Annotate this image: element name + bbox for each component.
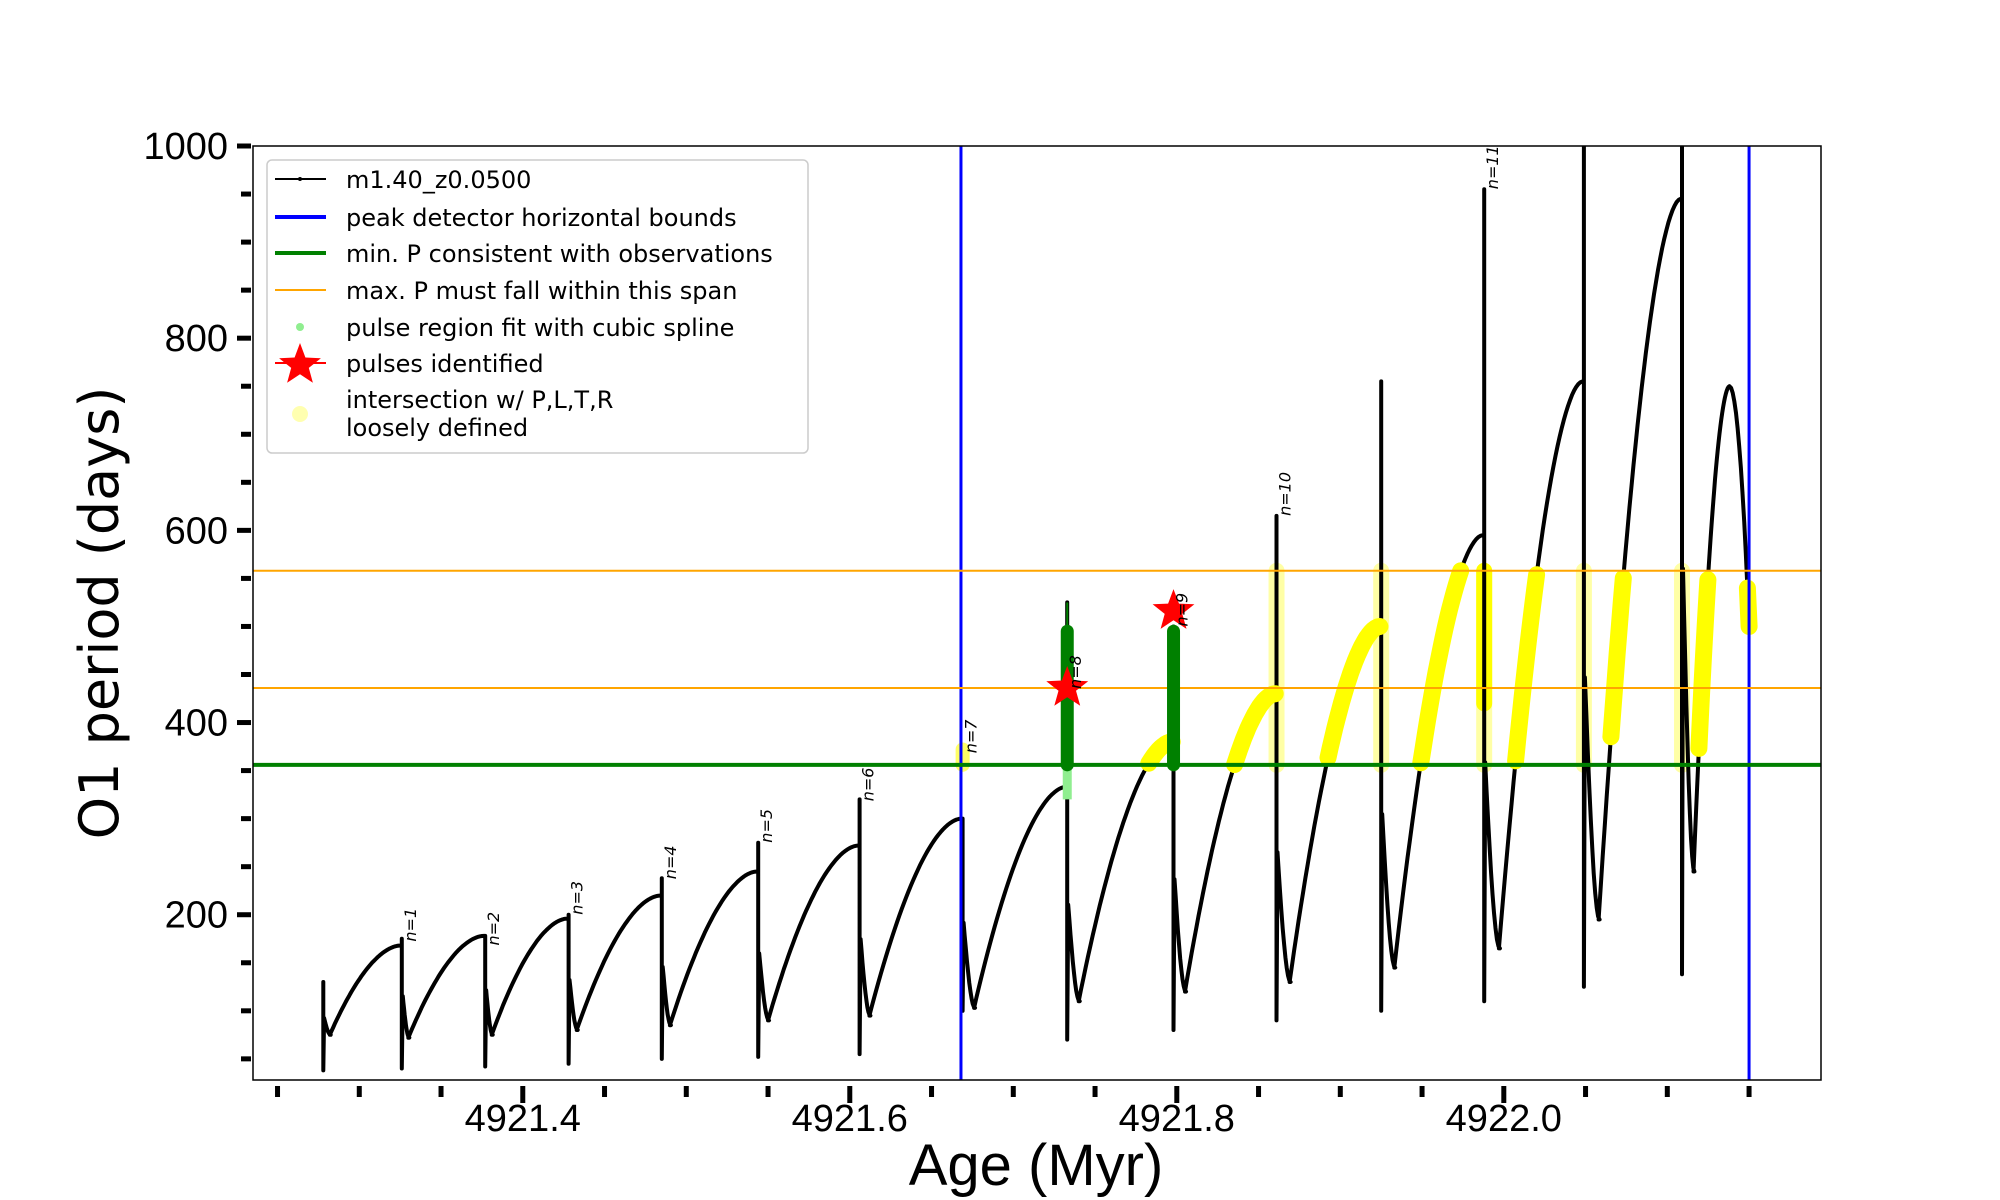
intersection-segment (1507, 566, 1546, 770)
legend-item-min-p: min. P consistent with observations (275, 240, 773, 268)
legend-item-max-span: max. P must fall within this span (275, 277, 737, 305)
legend-label: peak detector horizontal bounds (346, 204, 737, 232)
pulse-label: n=11 (1483, 145, 1502, 189)
x-tick-label: 4922.0 (1446, 1098, 1562, 1140)
legend-label: min. P consistent with observations (346, 240, 773, 268)
y-tick-label: 200 (165, 895, 228, 937)
model-curve (321, 146, 1752, 1073)
legend-label: intersection w/ P,L,T,R (346, 386, 613, 414)
legend-label: pulses identified (346, 350, 544, 378)
pulse-label: n=7 (962, 719, 981, 754)
y-tick-label: 400 (165, 703, 228, 745)
intersection-segment (1319, 618, 1389, 767)
axis-ticks: 200 400 600 800 1000 4921.4 4921.6 4921.8 4922.0 (143, 126, 1752, 1140)
intersection-segment (1226, 685, 1284, 773)
pulse-label: n=4 (661, 845, 680, 879)
intersection-segment (1690, 571, 1717, 757)
legend: m1.40_z0.0500 peak detector horizontal b… (266, 159, 809, 454)
legend-item-model: m1.40_z0.0500 (275, 166, 531, 194)
legend-item-bounds: peak detector horizontal bounds (275, 204, 737, 232)
pulse-label: n=2 (484, 912, 503, 946)
intersection-segment (1602, 569, 1632, 746)
y-axis-label: O1 period (days) (68, 387, 131, 840)
pulse-label: n=10 (1276, 472, 1295, 516)
x-axis-label: Age (Myr) (909, 1133, 1164, 1198)
plot-area: n=1 n=2 n=3 n=4 n=5 n=6 n=7 n=8 n=9 n=10 n=11 (253, 145, 1821, 1080)
legend-box (266, 159, 809, 454)
plot-clip-group: n=1 n=2 n=3 n=4 n=5 n=6 n=7 n=8 n=9 n=10 n=11 (253, 145, 1821, 1080)
x-tick-label: 4921.8 (1119, 1098, 1235, 1140)
pulse-label: n=6 (859, 768, 878, 802)
pulse-star-marker (1152, 589, 1195, 629)
pulse-label: n=8 (1066, 655, 1085, 689)
y-tick-label: 600 (165, 510, 228, 552)
y-tick-label: 1000 (143, 126, 228, 168)
pulse-label: n=9 (1173, 593, 1192, 627)
intersection-segment (1412, 562, 1470, 772)
y-tick-label: 800 (165, 318, 228, 360)
legend-label: m1.40_z0.0500 (346, 166, 531, 194)
pulse-label: n=3 (568, 881, 587, 915)
legend-label: max. P must fall within this span (346, 277, 737, 305)
axes-frame (252, 145, 1822, 1081)
star-icon (279, 343, 321, 383)
legend-item-spline: pulse region fit with cubic spline (296, 314, 734, 342)
pulse-label: n=5 (757, 809, 776, 843)
legend-item-pulses: pulses identified (275, 343, 544, 383)
legend-item-intersection: intersection w/ P,L,T,R loosely defined (292, 386, 613, 442)
pulse-star-marker (1046, 666, 1089, 706)
legend-label: pulse region fit with cubic spline (346, 314, 734, 342)
x-tick-label: 4921.4 (465, 1098, 581, 1140)
legend-label-2: loosely defined (346, 414, 528, 442)
x-tick-label: 4921.6 (792, 1098, 908, 1140)
pulse-label: n=1 (401, 908, 420, 942)
